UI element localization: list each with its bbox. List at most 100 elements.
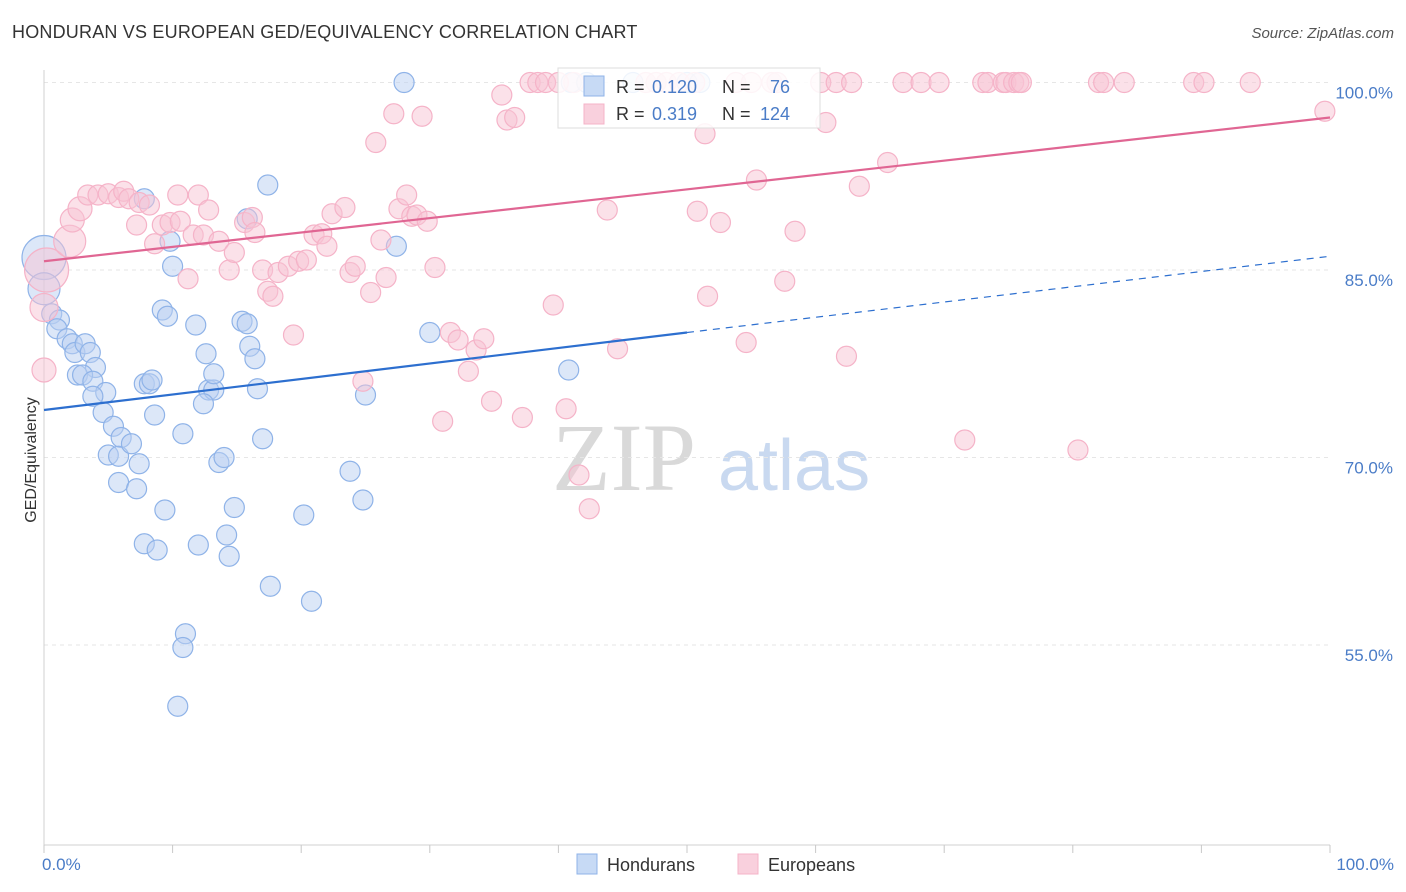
honduran-point-21 [120,433,143,455]
trend-line-hondurans [43,331,688,412]
european-point-14 [125,214,148,236]
legend-r-label-europeans: R = [616,104,645,124]
european-point-57 [416,210,438,232]
european-point-26 [218,259,240,281]
honduran-point-51 [172,636,194,659]
watermark-atlas: atlas [718,426,870,506]
honduran-point-22 [128,453,150,475]
honduran-point-40 [203,363,225,385]
european-point-13 [138,194,161,216]
honduran-point-69 [393,71,415,94]
european-point-36 [282,324,305,346]
x-axis-ticks [43,845,1331,853]
european-point-51 [383,103,405,125]
honduran-point-49 [146,539,168,561]
legend-r-value-hondurans: 0.120 [652,77,697,97]
bottom-legend-swatch-europeans [737,853,759,875]
bottom-legend-label-hondurans: Hondurans [607,855,695,875]
european-point-101 [848,175,870,197]
european-point-18 [167,184,189,206]
european-point-62 [457,360,479,382]
european-point-56 [411,105,433,127]
honduran-point-64 [339,460,361,482]
european-point-58 [424,256,446,279]
european-point-102 [877,151,899,174]
honduran-point-24 [125,478,148,500]
european-point-64 [473,328,495,350]
european-point-89 [735,331,757,354]
european-point-53 [396,184,418,206]
honduran-point-34 [172,423,194,445]
honduran-point-35 [185,314,207,336]
european-point-76 [578,498,600,520]
honduran-point-65 [352,489,374,511]
honduran-point-28 [143,404,166,426]
honduran-point-57 [246,378,269,400]
european-point-105 [928,71,950,94]
series-hondurans-points [21,71,711,717]
honduran-point-61 [259,575,281,597]
european-point-61 [447,329,469,351]
stats-legend: R = 0.120 N = 76 R = 0.319 N = 124 [557,67,821,129]
legend-n-value-europeans: 124 [760,104,790,124]
legend-r-value-europeans: 0.319 [652,104,697,124]
x-tick-label-1: 100.0% [1336,855,1394,874]
european-point-104 [910,71,932,94]
european-point-120 [1239,71,1261,94]
european-point-77 [596,199,618,221]
honduran-point-70 [558,359,580,381]
european-point-84 [686,200,708,222]
european-point-24 [198,199,220,221]
honduran-point-39 [192,393,215,415]
european-point-38 [295,249,317,271]
european-point-1 [29,292,59,323]
honduran-point-59 [257,174,279,196]
european-point-114 [1067,439,1089,461]
honduran-point-30 [156,305,179,327]
european-point-100 [841,71,863,94]
legend-n-label-europeans: N = [722,104,751,124]
european-point-121 [1314,100,1336,122]
honduran-point-20 [107,445,130,467]
european-point-95 [784,220,806,242]
y-axis-label: GED/Equivalency [23,397,40,522]
x-tick-label-0: 0.0% [42,855,81,874]
european-point-49 [370,229,392,251]
honduran-point-23 [107,471,130,494]
trend-line-hondurans-extension [686,255,1331,334]
legend-r-label-hondurans: R = [616,77,645,97]
european-point-19 [169,210,191,232]
honduran-point-44 [216,524,238,546]
european-point-99 [835,345,858,367]
y-tick-label-70: 70.0% [1345,459,1393,478]
european-point-45 [344,255,366,277]
european-point-69 [511,406,533,429]
european-point-20 [177,268,199,290]
y-tick-label-100: 100.0% [1335,84,1393,103]
european-point-2 [31,357,57,383]
european-point-43 [334,196,356,219]
honduran-point-31 [162,255,184,277]
european-point-73 [542,294,564,316]
european-point-46 [352,370,374,392]
honduran-point-42 [213,446,235,469]
honduran-point-27 [141,369,163,391]
european-point-106 [954,429,976,451]
series-legend: Hondurans Europeans [576,853,855,875]
honduran-point-68 [419,321,441,344]
european-point-27 [223,241,245,264]
european-point-50 [375,266,397,289]
european-point-86 [696,285,719,307]
chart-source: Source: ZipAtlas.com [1251,25,1394,42]
chart-title: HONDURAN VS EUROPEAN GED/EQUIVALENCY COR… [12,22,638,42]
european-point-74 [555,398,577,420]
european-point-22 [187,184,209,206]
european-point-68 [504,106,526,129]
y-tick-label-85: 85.0% [1345,271,1393,290]
european-point-103 [892,71,914,94]
honduran-point-45 [218,545,240,567]
european-point-59 [432,410,454,432]
trend-line-europeans [43,116,1331,263]
european-point-65 [480,390,503,412]
